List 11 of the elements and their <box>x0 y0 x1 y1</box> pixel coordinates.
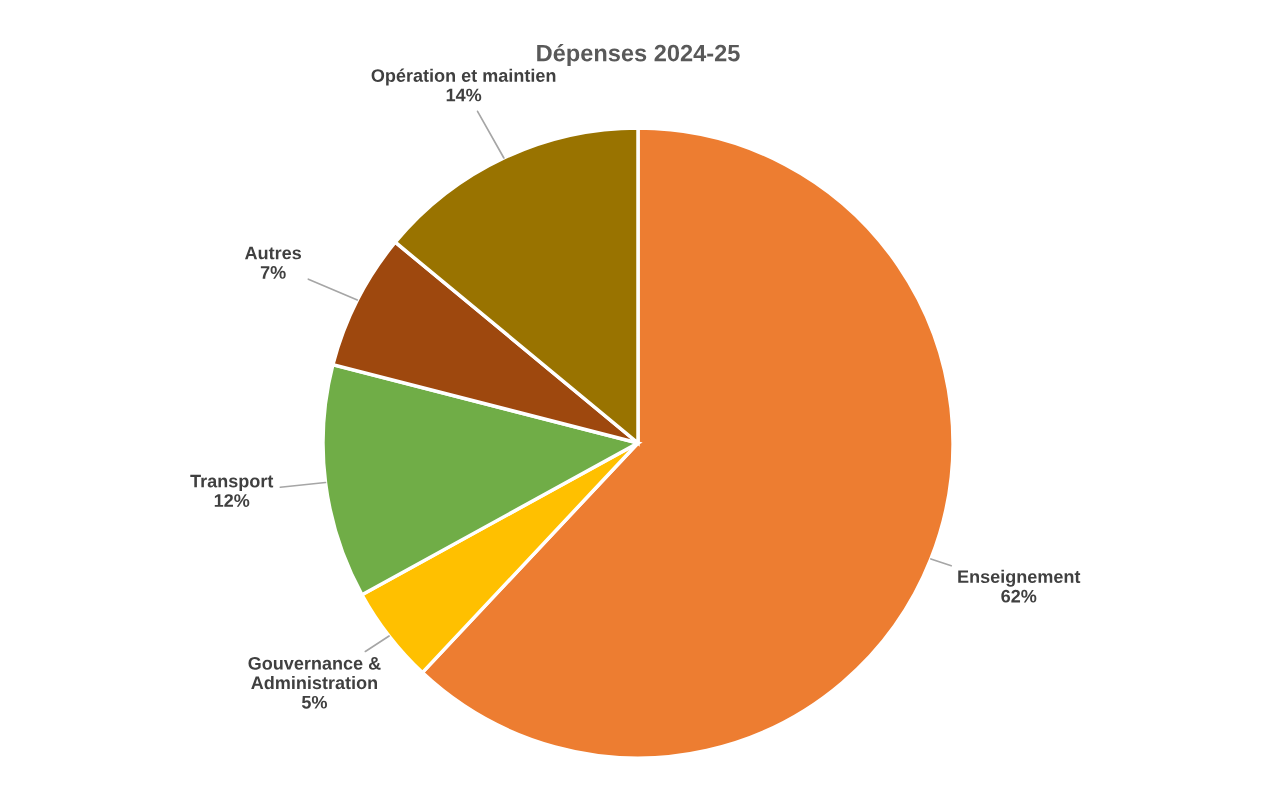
slice-label: Autres <box>244 246 301 260</box>
slice-label: Gouvernance & Administration <box>248 656 381 690</box>
data-label: 5% <box>301 695 327 709</box>
data-label: 7% <box>260 266 286 279</box>
data-label: 12% <box>214 494 250 507</box>
chart-title: Dépenses 2024-25 <box>537 43 740 67</box>
slice-label: Transport <box>190 474 274 492</box>
slice-label: Opération et maintien <box>371 68 556 86</box>
data-label: 62% <box>1001 589 1037 603</box>
slice-label: Enseignement <box>958 569 1081 587</box>
data-label: 14% <box>446 88 482 102</box>
